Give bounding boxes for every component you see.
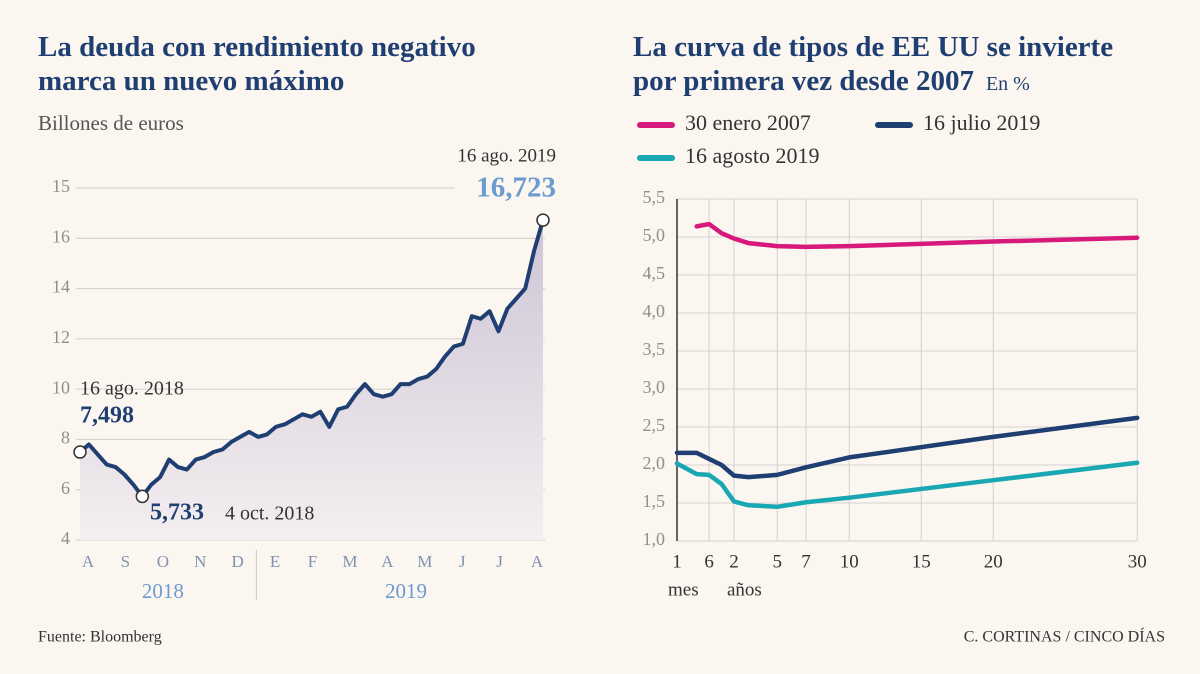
x-tick-label: 2 [729, 551, 739, 572]
line [694, 221, 1140, 250]
x-tick-label: O [157, 552, 169, 571]
x-tick-label: F [308, 552, 317, 571]
line [674, 460, 1140, 510]
x-tick-label: A [531, 552, 544, 571]
x-tick-label: N [194, 552, 206, 571]
y-tick-label: 15 [52, 176, 70, 196]
y-tick-label: 6 [61, 478, 70, 498]
credit: C. CORTINAS / CINCO DÍAS [964, 627, 1165, 646]
left-title: marca un nuevo máximo [38, 65, 344, 97]
y-tick-label: 4,5 [643, 263, 666, 283]
line [78, 219, 545, 499]
annotation-marker [135, 489, 150, 504]
annotation-date: 4 oct. 2018 [225, 503, 314, 525]
x-tick-label: 7 [801, 551, 811, 572]
y-tick-label: 1,5 [643, 491, 666, 511]
x-tick-label: J [459, 552, 466, 571]
y-tick-label: 2,0 [643, 453, 666, 473]
y-tick-label: 8 [61, 428, 70, 448]
x-tick-label: S [121, 552, 130, 571]
annotation-marker [536, 213, 550, 227]
y-tick-label: 5,0 [643, 225, 666, 245]
x-tick-label: J [496, 552, 503, 571]
x-tick-label: 20 [984, 551, 1003, 572]
right-title: por primera vez desde 2007 En % [633, 65, 1030, 97]
y-tick-label: 2,5 [643, 415, 666, 435]
annotation-value: 16,723 [476, 172, 556, 204]
x-tick-label: 1 [672, 551, 682, 572]
y-tick-label: 12 [52, 327, 70, 347]
right-title-line: por primera vez desde 2007 [633, 65, 974, 97]
x-tick-label: 5 [772, 551, 782, 572]
x-tick-label: M [417, 552, 432, 571]
left-subtitle: Billones de euros [38, 111, 184, 135]
x-tick-label: A [381, 552, 394, 571]
y-tick-label: 4,0 [643, 301, 666, 321]
y-tick-label: 3,0 [643, 377, 666, 397]
y-tick-label: 1,0 [643, 529, 666, 549]
legend-label: 16 agosto 2019 [685, 143, 819, 168]
x-tick-label: A [82, 552, 95, 571]
x-tick-label: 10 [840, 551, 859, 572]
year-label: 2018 [142, 579, 184, 603]
annotation-value: 7,498 [80, 403, 134, 429]
annotation-date: 16 ago. 2019 [457, 145, 556, 166]
legend-label: 30 enero 2007 [685, 110, 811, 135]
x-tick-label: E [270, 552, 280, 571]
left-title: La deuda con rendimiento negativo [38, 31, 476, 63]
y-tick-label: 16 [52, 226, 70, 246]
x-tick-label: 15 [912, 551, 931, 572]
source: Fuente: Bloomberg [38, 629, 162, 646]
x-tick-label: D [232, 552, 244, 571]
x-unit-label: mes [668, 579, 699, 600]
year-label: 2019 [385, 579, 427, 603]
x-unit-label: años [727, 579, 762, 600]
y-tick-label: 10 [52, 377, 70, 397]
line [674, 415, 1140, 480]
y-tick-label: 5,5 [643, 187, 666, 207]
y-tick-label: 3,5 [643, 339, 666, 359]
right-title: La curva de tipos de EE UU se invierte [633, 31, 1113, 63]
annotation-value: 5,733 [150, 500, 204, 526]
x-tick-label: 30 [1128, 551, 1147, 572]
annotation-date: 16 ago. 2018 [80, 378, 184, 400]
legend-label: 16 julio 2019 [923, 110, 1040, 135]
y-tick-label: 14 [52, 277, 70, 297]
annotation-marker [73, 445, 87, 459]
unit: En % [986, 73, 1030, 95]
x-tick-label: M [342, 552, 357, 571]
y-tick-label: 4 [61, 528, 70, 548]
x-tick-label: 6 [704, 551, 714, 572]
